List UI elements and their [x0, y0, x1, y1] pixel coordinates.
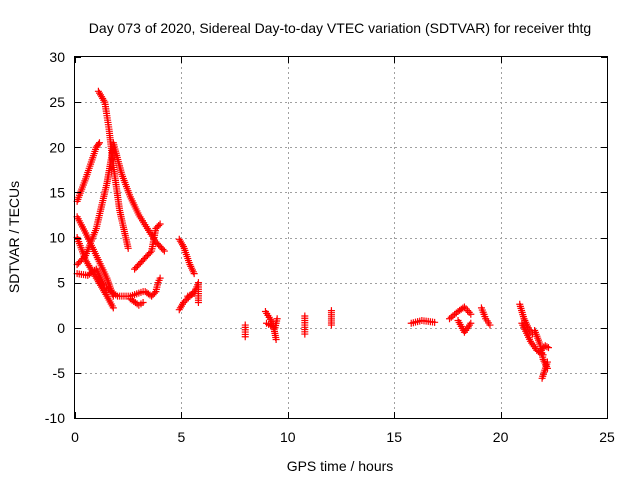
data-point-21: [156, 274, 164, 282]
data-point-164: [146, 249, 154, 257]
data-point-24: [465, 308, 473, 316]
series-arc-f: [518, 319, 552, 382]
x-tick-label: 20: [493, 429, 509, 445]
data-point-182: [109, 304, 117, 312]
data-point-46: [486, 321, 494, 329]
data-points: [73, 87, 552, 382]
chart-title: Day 073 of 2020, Sidereal Day-to-day VTE…: [89, 20, 591, 36]
series-arc-c: [126, 235, 202, 314]
data-point-45: [180, 298, 188, 306]
y-tick-label: 5: [57, 275, 65, 291]
data-point-46: [181, 297, 189, 305]
data-point-28: [94, 140, 102, 148]
grid-lines: [75, 57, 607, 418]
y-tick-label: 15: [49, 184, 65, 200]
data-point-29: [95, 139, 103, 147]
data-point-70: [194, 298, 202, 306]
data-point-43: [543, 343, 551, 351]
y-tick-label: -10: [45, 410, 65, 426]
y-tick-label: 10: [49, 230, 65, 246]
y-axis-label: SDTVAR / TECUs: [6, 181, 22, 293]
data-point-40: [190, 270, 198, 278]
data-point-11: [431, 318, 439, 326]
y-tick-label: 25: [49, 94, 65, 110]
data-point-113: [160, 247, 168, 255]
data-point-104: [124, 244, 132, 252]
data-point-37: [467, 319, 475, 327]
data-point-47: [183, 295, 191, 303]
data-point-20: [272, 335, 280, 343]
data-point-25: [467, 310, 475, 318]
x-axis-label: GPS time / hours: [287, 458, 394, 474]
x-tick-label: 0: [71, 429, 79, 445]
data-point-46: [327, 321, 335, 329]
data-point-38: [301, 330, 309, 338]
data-point-14: [150, 289, 158, 297]
axis-ticks: 0 5 10 15 20 25 -10 -5 0 5 10 15 20 25 30: [45, 49, 615, 445]
y-tick-label: 30: [49, 49, 65, 65]
data-point-178: [156, 220, 164, 228]
data-point-177: [155, 221, 163, 229]
series-arc-d: [241, 307, 335, 343]
y-tick-label: -5: [53, 365, 66, 381]
data-point-112: [159, 246, 167, 254]
data-point-5: [80, 253, 88, 261]
series-arc-e: [407, 300, 537, 338]
series-arc-b: [73, 139, 168, 300]
plot-frame: [74, 56, 608, 419]
y-tick-label: 0: [57, 320, 65, 336]
y-tick-label: 20: [49, 139, 65, 155]
x-tick-label: 15: [386, 429, 402, 445]
data-point-22: [462, 305, 470, 313]
x-tick-label: 5: [178, 429, 186, 445]
data-point-5: [241, 333, 249, 341]
data-point-7: [139, 298, 147, 306]
data-point-29: [273, 315, 281, 323]
data-point-44: [544, 344, 552, 352]
data-point-53: [543, 358, 551, 366]
data-point-20: [459, 304, 467, 312]
x-tick-label: 10: [280, 429, 296, 445]
x-tick-label: 25: [599, 429, 615, 445]
